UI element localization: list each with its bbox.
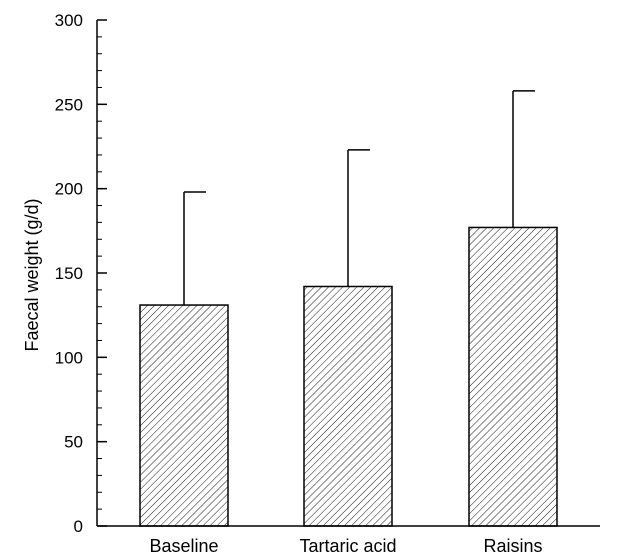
- x-category-label: Tartaric acid: [299, 536, 396, 556]
- x-labels-group: Baseline Tartaric acid Raisins: [149, 536, 542, 556]
- x-category-label: Raisins: [483, 536, 542, 556]
- bar-tartaric-acid: [303, 285, 393, 527]
- x-category-label: Baseline: [149, 536, 218, 556]
- bar-baseline: [139, 304, 229, 527]
- bar-raisins: [468, 226, 558, 527]
- error-bars-group: [183, 90, 535, 306]
- y-tick-label: 50: [64, 433, 83, 452]
- y-tick-label: 100: [55, 348, 83, 367]
- y-tick-label: 250: [55, 95, 83, 114]
- y-axis-title: Faecal weight (g/d): [22, 198, 42, 351]
- y-tick-label: 150: [55, 264, 83, 283]
- y-tick-label: 300: [55, 11, 83, 30]
- y-ticks-group: 0 50 100 150 200 250 300: [55, 11, 107, 536]
- y-tick-label: 200: [55, 180, 83, 199]
- y-tick-label: 0: [74, 517, 83, 536]
